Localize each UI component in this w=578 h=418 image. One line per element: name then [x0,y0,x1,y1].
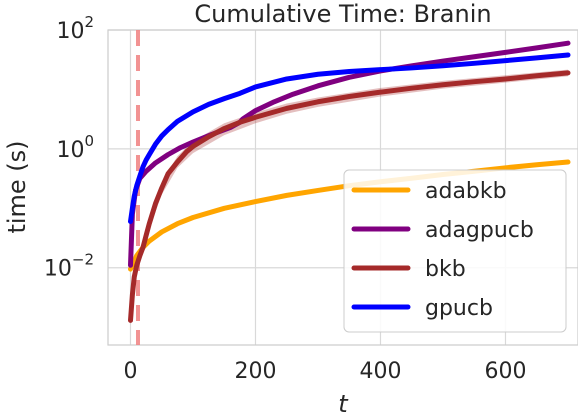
y-tick-label: 10−2 [44,251,94,282]
series-line-bkb [128,70,571,323]
x-tick-label: 0 [124,359,138,384]
x-tick-labels: 0 200 400 600 [124,359,527,384]
plot-frame [107,29,578,346]
legend-label-adabkb: adabkb [425,179,507,204]
y-tick-label: 102 [56,13,94,44]
x-axis-label: t [338,390,349,418]
x-tick-label: 400 [360,359,402,384]
series-line-gpucb [128,52,571,224]
x-tick-label: 200 [235,359,277,384]
legend: adabkb adagpucb bkb gpucb [343,169,567,333]
legend-items: adabkb adagpucb bkb gpucb [351,179,534,321]
legend-label-gpucb: gpucb [425,296,493,321]
legend-box [343,169,567,333]
y-axis-label: time (s) [3,140,31,233]
legend-label-bkb: bkb [425,257,466,282]
y-tick-labels: 10−2 100 102 [44,13,94,282]
x-tick-label: 600 [485,359,527,384]
legend-label-adagpucb: adagpucb [425,218,534,243]
chart-title: Cumulative Time: Branin [194,0,491,28]
y-tick-label: 100 [56,132,94,163]
